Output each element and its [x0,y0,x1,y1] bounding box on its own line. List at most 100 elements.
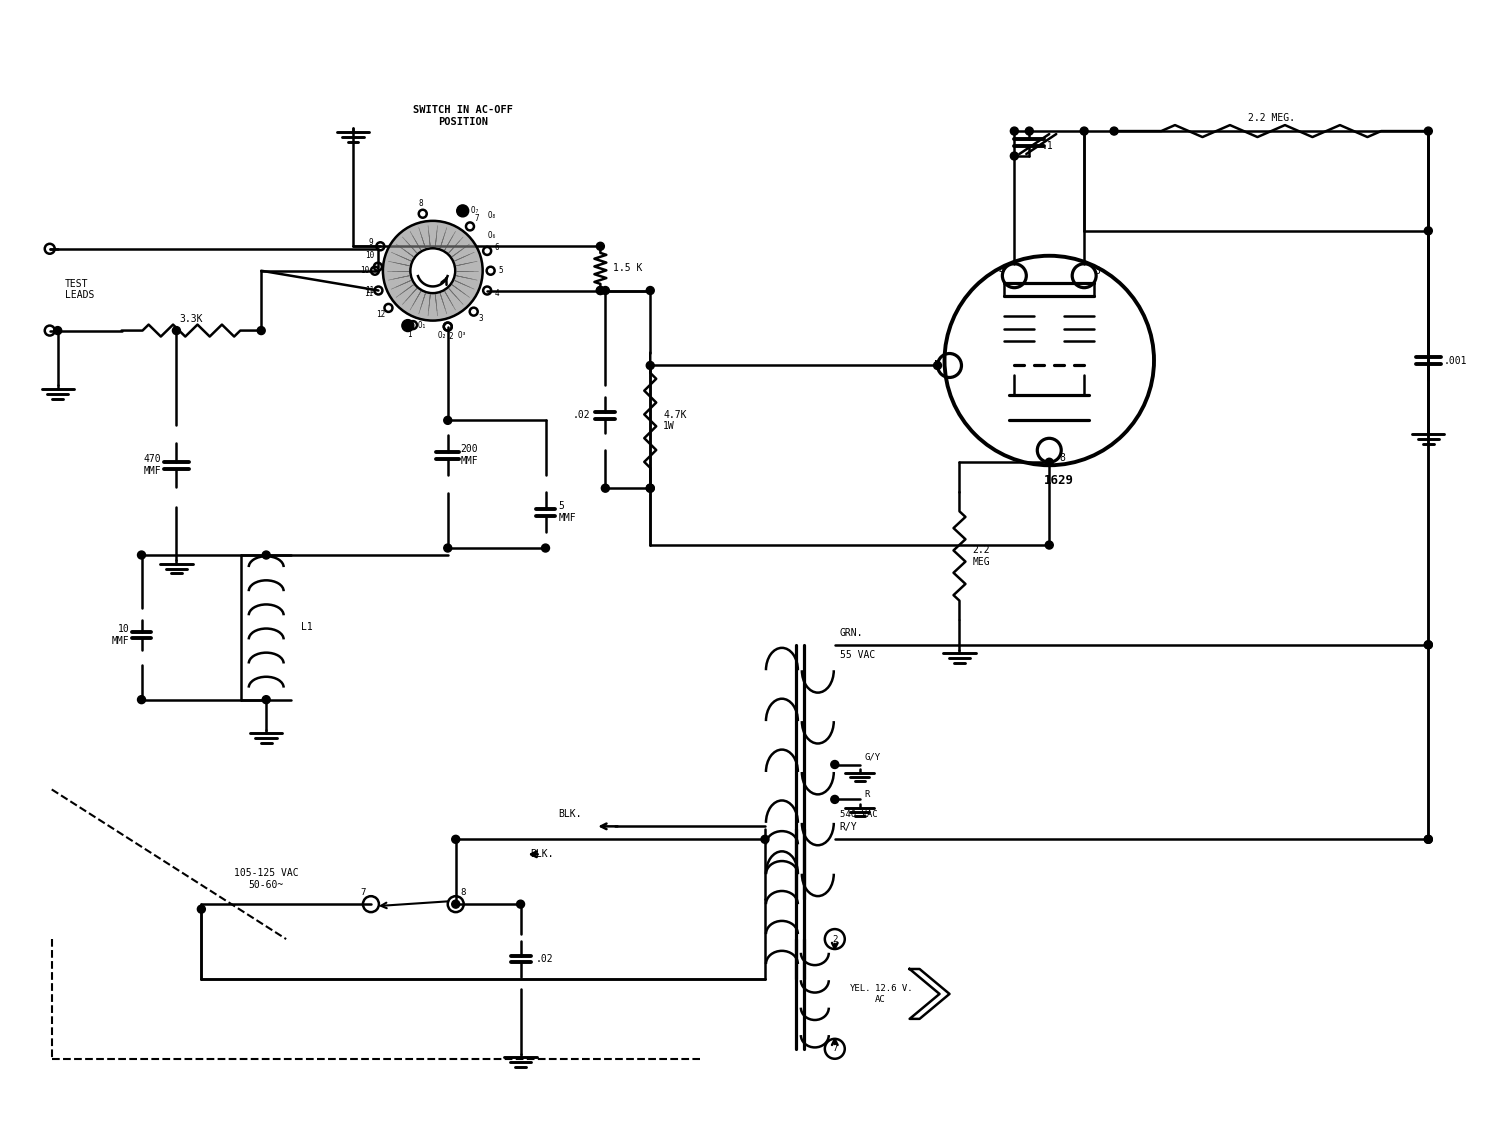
Circle shape [933,361,942,369]
Text: 11: 11 [366,286,375,295]
Text: O³: O³ [458,331,466,340]
Text: 8: 8 [460,887,466,896]
Circle shape [597,286,604,295]
Circle shape [1046,458,1053,466]
Circle shape [172,327,180,334]
Text: 2: 2 [833,935,837,944]
Text: 7: 7 [360,887,366,896]
Text: 10: 10 [360,266,369,275]
Text: 9: 9 [369,238,374,247]
Text: 4: 4 [494,289,500,298]
Circle shape [138,696,146,704]
Circle shape [1425,226,1432,235]
Circle shape [1046,542,1053,549]
Text: 470
MMF: 470 MMF [144,455,162,476]
Circle shape [1425,835,1432,843]
Text: 4: 4 [999,266,1005,276]
Text: 12: 12 [376,310,386,319]
Circle shape [1011,152,1019,160]
Text: 1.5 K: 1.5 K [614,263,642,274]
Text: 5: 5 [498,266,502,275]
Text: 8: 8 [1059,454,1065,463]
Text: 7: 7 [833,1044,837,1053]
Text: 10
MMF: 10 MMF [112,624,129,645]
Text: 8: 8 [419,199,423,208]
Text: 3: 3 [1094,266,1100,276]
Text: 7: 7 [474,214,478,223]
Text: 2: 2 [448,332,453,341]
Text: 200
MMF: 200 MMF [460,445,478,466]
Circle shape [1026,127,1033,135]
Text: 1629: 1629 [1044,474,1074,486]
Circle shape [138,551,146,558]
Circle shape [411,248,454,293]
Text: 12.6 V.
AC: 12.6 V. AC [874,984,912,1003]
Text: SWITCH IN AC-OFF
POSITION: SWITCH IN AC-OFF POSITION [413,106,513,127]
Text: 4.7K
1W: 4.7K 1W [663,410,687,431]
Text: 5: 5 [933,360,939,370]
Circle shape [831,795,839,804]
Text: .1: .1 [1041,141,1053,151]
Text: 11: 11 [364,289,374,298]
Text: R: R [864,790,870,799]
Text: O₈: O₈ [488,212,496,221]
Circle shape [1425,641,1432,649]
Circle shape [456,205,468,217]
Circle shape [646,484,654,492]
Text: 55 VAC: 55 VAC [840,650,874,660]
Circle shape [444,544,452,552]
Text: TEST
LEADS: TEST LEADS [64,279,94,301]
Text: O₂: O₂ [438,331,447,340]
Text: .02: .02 [573,410,591,420]
Text: BLK.: BLK. [558,810,582,820]
Circle shape [444,417,452,425]
Text: 540 VAC: 540 VAC [840,810,878,819]
Circle shape [1080,127,1088,135]
Circle shape [452,835,459,843]
Text: 2.2
MEG: 2.2 MEG [972,545,990,566]
Circle shape [1425,641,1432,649]
Circle shape [1011,127,1019,135]
Circle shape [542,544,549,552]
Text: 2.2 MEG.: 2.2 MEG. [1248,113,1294,123]
Circle shape [1110,127,1118,135]
Text: 6: 6 [494,243,500,252]
Circle shape [646,484,654,492]
Circle shape [760,835,770,843]
Circle shape [411,248,454,293]
Circle shape [516,900,525,909]
Text: GRN.: GRN. [840,628,864,637]
Circle shape [646,286,654,295]
Circle shape [402,320,414,331]
Circle shape [452,900,459,909]
Text: .001: .001 [1443,356,1467,366]
Text: 5
MMF: 5 MMF [558,501,576,522]
Text: O₇: O₇ [471,206,480,215]
Text: 10: 10 [366,251,375,260]
Circle shape [1425,835,1432,843]
Circle shape [262,551,270,558]
Circle shape [54,327,62,334]
Text: L1: L1 [302,623,313,633]
Text: .02: .02 [536,954,554,964]
Text: 1: 1 [408,330,413,339]
Circle shape [256,327,265,334]
Text: O₁: O₁ [419,321,428,330]
Text: 3.3K: 3.3K [180,314,203,323]
Circle shape [831,760,839,768]
Circle shape [597,286,604,295]
Text: G/Y: G/Y [864,752,880,761]
Text: O₆: O₆ [488,231,496,240]
Text: 3: 3 [478,314,483,323]
Text: R/Y: R/Y [840,822,858,832]
Circle shape [1425,127,1432,135]
Circle shape [198,905,206,913]
Text: YEL.: YEL. [850,984,871,993]
Circle shape [597,242,604,250]
Text: BLK.: BLK. [531,849,554,859]
Circle shape [646,361,654,369]
Circle shape [602,286,609,295]
Text: 105-125 VAC
50-60~: 105-125 VAC 50-60~ [234,868,298,890]
Circle shape [262,696,270,704]
Circle shape [602,484,609,492]
